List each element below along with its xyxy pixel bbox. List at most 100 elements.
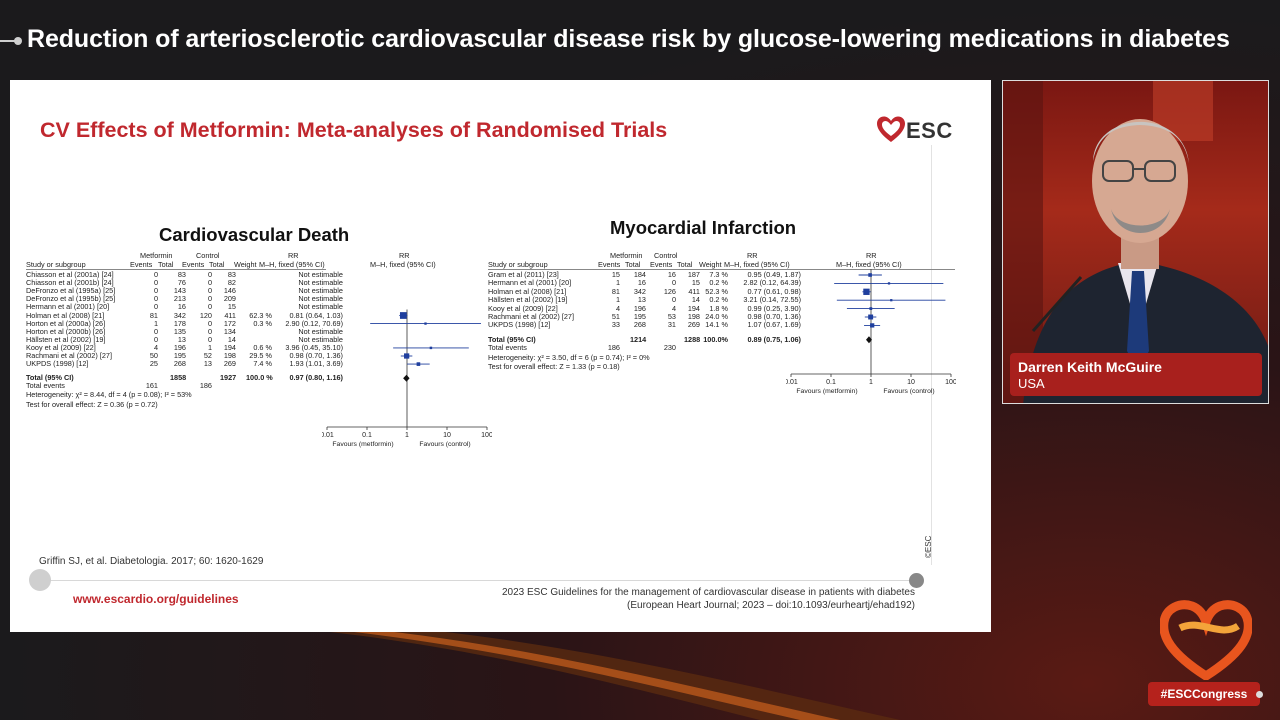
total-n-1: 1858 [170, 373, 187, 383]
table-row: DeFronzo et al (1995b) [25] 0 213 0 209 Not e… [26, 295, 343, 304]
hashtag-dot [1256, 691, 1263, 698]
study-marker [863, 288, 870, 295]
row-total-1: 83 [177, 270, 186, 279]
row-total-2: 194 [687, 303, 700, 313]
total-weight: 100.0% [703, 334, 728, 344]
copyright-text: ©ESC [924, 535, 933, 558]
row-total-1: 16 [177, 302, 186, 312]
row-events-1: 1 [153, 318, 158, 328]
study-marker [887, 282, 891, 285]
study-marker [416, 362, 421, 366]
row-events-2: 0 [207, 318, 212, 328]
row-events-1: 81 [611, 286, 620, 296]
slide-divider [931, 145, 932, 565]
row-total-1: 13 [177, 334, 186, 344]
row-events-2: 31 [667, 320, 676, 330]
cv-header-group1: Metformin [140, 251, 173, 260]
mi-header-events1: Events [598, 260, 621, 269]
cv-header-total2: Total [209, 260, 225, 269]
row-events-2: 4 [671, 303, 676, 313]
study-marker [868, 273, 872, 277]
row-total-2: 194 [223, 342, 236, 352]
row-events-1: 0 [153, 270, 158, 279]
row-events-2: 120 [199, 310, 212, 320]
row-total-2: 411 [688, 286, 700, 296]
favours-control-label: Favours (control) [883, 388, 934, 395]
row-events-1: 0 [153, 326, 158, 336]
favours-control-label: Favours (control) [419, 441, 470, 448]
row-study: UKPDS (1998) [12] [26, 359, 89, 369]
row-events-1: 4 [615, 303, 620, 313]
x-tick-label: 10 [443, 432, 451, 439]
row-events-1: 0 [153, 278, 158, 288]
x-tick-label: 1 [869, 379, 873, 386]
favours-metformin-label: Favours (metformin) [796, 388, 857, 395]
row-total-1: 16 [637, 278, 646, 288]
row-rr: Not estimable [298, 326, 343, 336]
row-weight: 62.3 % [249, 310, 272, 320]
row-total-2: 198 [687, 312, 700, 321]
row-weight: 24.0 % [705, 312, 728, 321]
row-study: Hermann et al (2001) [20] [488, 278, 572, 288]
row-events-1: 4 [153, 342, 158, 352]
row-rr: 0.99 (0.25, 3.90) [747, 303, 801, 313]
row-total-1: 178 [173, 318, 186, 328]
total-weight: 100.0 % [246, 373, 273, 383]
mi-header-rule [488, 269, 955, 270]
speaker-video [1002, 80, 1269, 404]
row-study: Hällsten et al (2002) [19] [26, 334, 106, 344]
row-events-2: 1 [207, 342, 212, 352]
study-marker [429, 346, 433, 350]
row-total-1: 342 [633, 286, 646, 296]
table-row: UKPDS (1998) [12] 25 268 13 269 7.4 % 1.93 (1.… [26, 359, 343, 369]
row-events-2: 0 [671, 295, 676, 305]
row-weight: 14.1 % [705, 320, 728, 330]
row-events-2: 126 [663, 286, 676, 296]
row-total-1: 76 [177, 278, 186, 288]
row-events-2: 0 [207, 302, 212, 312]
total-n-2: 1927 [220, 373, 237, 383]
row-events-1: 0 [153, 286, 158, 296]
total-label: Total (95% CI) [488, 334, 536, 344]
total-events-1: 161 [145, 381, 158, 391]
cv-header-total1: Total [158, 260, 174, 269]
row-events-2: 52 [203, 351, 212, 360]
row-rr: 0.98 (0.70, 1.36) [747, 312, 801, 321]
table-row: Gram et al (2011) [23] 15 184 16 187 7.3 % 0.9… [488, 270, 801, 280]
footer-url[interactable]: www.escardio.org/guidelines [73, 592, 239, 606]
mi-header-rr: RR [747, 251, 758, 260]
table-row: Kooy et al (2009) [22] 4 196 1 194 0.6 % 3.96 … [26, 342, 343, 353]
row-rr: Not estimable [298, 302, 343, 312]
row-total-2: 14 [227, 334, 236, 344]
cv-header-study: Study or subgroup [26, 260, 86, 269]
cv-header-weight: Weight [234, 260, 257, 269]
row-events-2: 0 [207, 286, 212, 296]
row-study: Holman et al (2008) [21] [26, 310, 105, 320]
row-total-2: 82 [227, 278, 236, 288]
row-study: Hällsten et al (2002) [19] [488, 295, 568, 305]
row-rr: Not estimable [298, 270, 343, 279]
row-events-2: 0 [207, 326, 212, 336]
row-total-1: 13 [637, 295, 646, 305]
cv-death-table: Metformin Control RR RR Study or subgrou… [26, 250, 496, 450]
row-total-1: 143 [173, 286, 186, 296]
row-rr: Not estimable [298, 286, 343, 296]
row-rr: 0.81 (0.64, 1.03) [289, 310, 343, 320]
overall-effect-text: Test for overall effect: Z = 1.33 (p = 0… [488, 362, 620, 371]
total-n-1: 1214 [630, 334, 647, 344]
row-total-1: 135 [173, 326, 186, 336]
mi-header-group2: Control [654, 251, 678, 260]
table-row: Horton et al (2000b) [26] 0 135 0 134 Not est… [26, 326, 343, 337]
table-row: Chiasson et al (2001a) [24] 0 83 0 83 Not est… [26, 270, 343, 280]
study-marker [399, 312, 407, 319]
x-tick-label: 0.1 [826, 379, 836, 386]
row-events-1: 81 [149, 310, 158, 320]
esc-congress-heart-logo [1160, 600, 1252, 680]
row-total-2: 15 [227, 302, 236, 312]
row-rr: 0.95 (0.49, 1.87) [747, 270, 801, 279]
row-events-2: 16 [667, 270, 676, 279]
row-total-2: 187 [687, 270, 700, 279]
row-events-1: 33 [611, 320, 620, 330]
heart-icon [877, 116, 905, 142]
mi-header-events2: Events [650, 260, 673, 269]
